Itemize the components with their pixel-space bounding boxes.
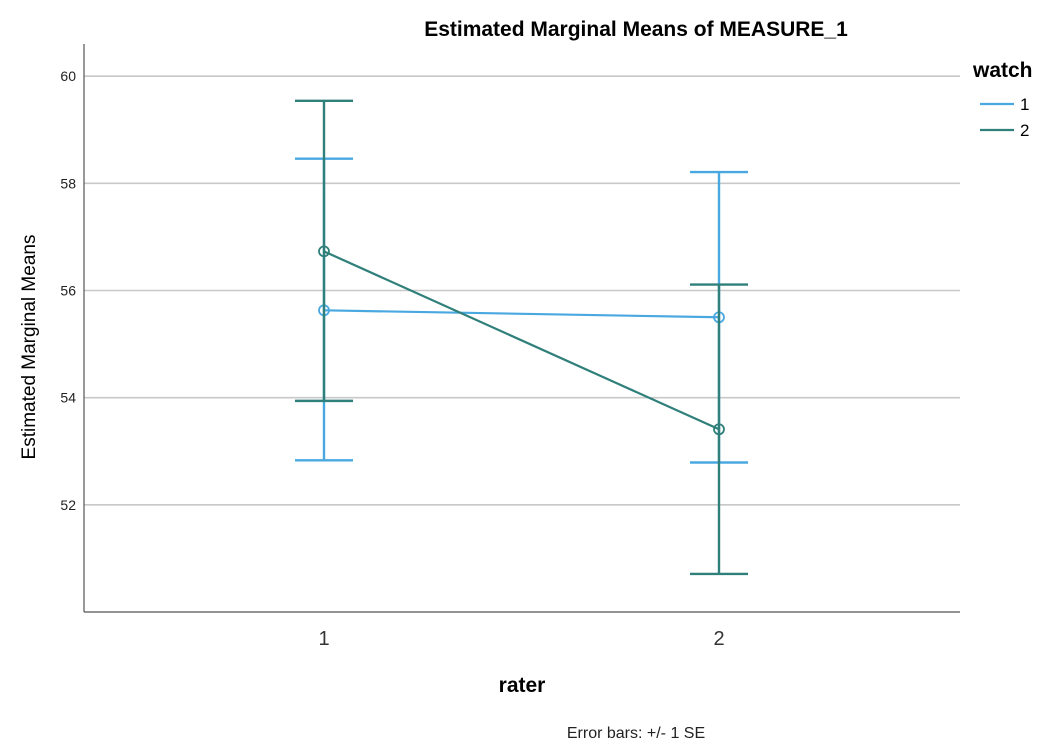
- y-tick-label: 54: [60, 390, 76, 406]
- legend-label: 1: [1020, 95, 1029, 114]
- y-tick-label: 56: [60, 282, 76, 298]
- legend-title: watch: [972, 59, 1033, 82]
- series-line: [323, 250, 720, 431]
- x-tick-label: 2: [713, 628, 724, 650]
- y-tick-label: 52: [60, 497, 76, 513]
- y-axis-label: Estimated Marginal Means: [19, 235, 40, 460]
- y-tick-label: 58: [60, 175, 76, 191]
- legend-label: 2: [1020, 121, 1029, 140]
- y-tick-label: 60: [60, 68, 76, 84]
- series-1: [295, 157, 748, 464]
- legend-items: 12: [980, 95, 1029, 140]
- error-bar-note: Error bars: +/- 1 SE: [567, 725, 705, 742]
- x-axis-label: rater: [499, 674, 546, 697]
- chart-title: Estimated Marginal Means of MEASURE_1: [424, 18, 848, 41]
- series: [295, 99, 748, 576]
- data-point: [713, 423, 725, 436]
- y-tick-labels: 52 54 56 58 60: [60, 68, 76, 513]
- x-tick-label: 1: [318, 628, 329, 650]
- data-point: [318, 245, 330, 258]
- axes: [83, 44, 960, 613]
- series-line: [323, 309, 720, 319]
- legend: watch 12: [972, 59, 1033, 140]
- series-2: [295, 99, 748, 576]
- grid-lines: [84, 75, 960, 506]
